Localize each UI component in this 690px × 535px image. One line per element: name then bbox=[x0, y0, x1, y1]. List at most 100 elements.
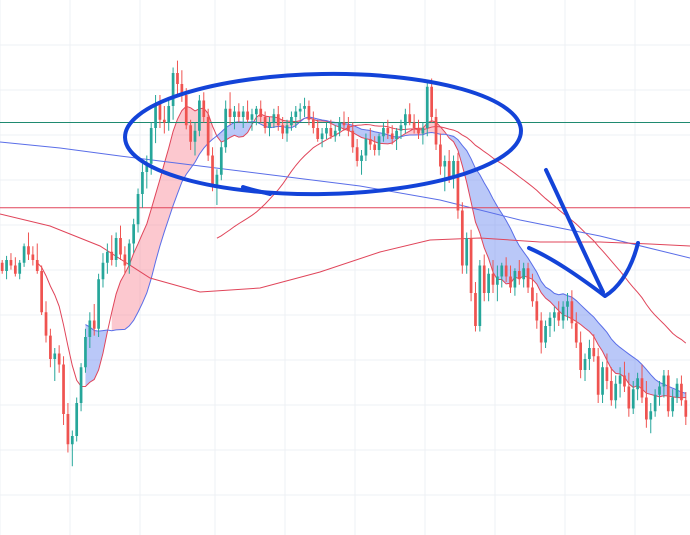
candle-body-125[interactable] bbox=[548, 317, 552, 326]
candle-body-107[interactable] bbox=[469, 238, 473, 293]
candle-body-106[interactable] bbox=[465, 238, 469, 266]
candle-body-49[interactable] bbox=[215, 174, 219, 186]
candle-body-16[interactable] bbox=[70, 436, 74, 445]
candle-body-37[interactable] bbox=[162, 119, 166, 123]
candle-body-55[interactable] bbox=[241, 111, 245, 118]
candle-body-93[interactable] bbox=[408, 114, 412, 123]
candle-body-130[interactable] bbox=[570, 301, 574, 324]
candle-body-96[interactable] bbox=[421, 128, 425, 134]
candle-body-21[interactable] bbox=[92, 320, 96, 329]
candle-body-20[interactable] bbox=[88, 320, 92, 338]
candle-body-104[interactable] bbox=[456, 161, 460, 211]
candle-body-43[interactable] bbox=[189, 125, 192, 142]
candle-body-64[interactable] bbox=[281, 125, 285, 134]
candle-body-12[interactable] bbox=[53, 353, 57, 360]
candle-body-24[interactable] bbox=[106, 251, 109, 263]
candle-body-65[interactable] bbox=[285, 125, 289, 134]
candle-body-62[interactable] bbox=[272, 114, 276, 123]
candle-body-48[interactable] bbox=[211, 155, 214, 186]
candle-body-103[interactable] bbox=[452, 161, 455, 178]
candle-body-1[interactable] bbox=[5, 260, 8, 271]
candle-body-144[interactable] bbox=[631, 389, 635, 409]
candle-body-73[interactable] bbox=[320, 133, 324, 140]
candle-body-95[interactable] bbox=[417, 128, 420, 134]
candle-body-135[interactable] bbox=[592, 348, 596, 357]
candle-body-33[interactable] bbox=[145, 163, 149, 172]
candle-body-138[interactable] bbox=[605, 367, 609, 381]
annotation-arrow-head[interactable] bbox=[527, 241, 640, 298]
candle-body-151[interactable] bbox=[662, 375, 666, 387]
candle-body-22[interactable] bbox=[97, 279, 100, 329]
candle-body-61[interactable] bbox=[268, 122, 271, 129]
candle-body-128[interactable] bbox=[561, 306, 565, 321]
candle-body-102[interactable] bbox=[447, 161, 451, 178]
candle-body-19[interactable] bbox=[84, 337, 87, 368]
candle-body-30[interactable] bbox=[132, 224, 136, 244]
candle-body-8[interactable] bbox=[35, 260, 39, 271]
candle-body-152[interactable] bbox=[666, 375, 670, 412]
candle-body-60[interactable] bbox=[263, 117, 267, 128]
candle-body-83[interactable] bbox=[364, 139, 368, 156]
candle-body-74[interactable] bbox=[325, 128, 328, 134]
candle-body-31[interactable] bbox=[136, 194, 140, 225]
candle-body-70[interactable] bbox=[307, 106, 311, 120]
candle-body-153[interactable] bbox=[671, 397, 675, 412]
candle-body-119[interactable] bbox=[522, 268, 526, 280]
candle-body-23[interactable] bbox=[101, 262, 105, 280]
candle-body-13[interactable] bbox=[57, 353, 61, 365]
candle-body-79[interactable] bbox=[347, 125, 350, 131]
candle-body-109[interactable] bbox=[478, 265, 482, 327]
candle-body-118[interactable] bbox=[517, 271, 521, 280]
candle-body-34[interactable] bbox=[149, 128, 153, 164]
candle-body-46[interactable] bbox=[202, 100, 206, 118]
candle-body-3[interactable] bbox=[13, 265, 17, 274]
candle-body-105[interactable] bbox=[460, 210, 464, 266]
candle-body-54[interactable] bbox=[237, 111, 241, 118]
candle-body-149[interactable] bbox=[653, 394, 657, 412]
candle-body-129[interactable] bbox=[566, 301, 569, 307]
candle-body-4[interactable] bbox=[18, 262, 22, 274]
candle-body-87[interactable] bbox=[382, 128, 385, 137]
candle-body-88[interactable] bbox=[386, 128, 390, 134]
candle-body-35[interactable] bbox=[154, 103, 157, 128]
candle-body-127[interactable] bbox=[557, 312, 561, 321]
candle-body-59[interactable] bbox=[259, 108, 263, 117]
candle-body-142[interactable] bbox=[623, 375, 626, 387]
candle-body-15[interactable] bbox=[66, 414, 70, 445]
candle-body-11[interactable] bbox=[49, 335, 52, 359]
annotation-arrow-stroke[interactable] bbox=[544, 168, 605, 294]
candle-body-42[interactable] bbox=[184, 95, 188, 126]
candle-body-84[interactable] bbox=[368, 139, 372, 145]
candle-body-126[interactable] bbox=[552, 312, 556, 318]
candle-body-147[interactable] bbox=[645, 397, 648, 420]
candle-body-66[interactable] bbox=[290, 117, 293, 126]
candle-body-124[interactable] bbox=[544, 326, 547, 343]
candle-body-123[interactable] bbox=[539, 320, 543, 343]
candle-body-36[interactable] bbox=[158, 103, 162, 120]
candle-body-141[interactable] bbox=[618, 375, 622, 384]
candle-body-156[interactable] bbox=[684, 400, 688, 417]
candle-body-111[interactable] bbox=[487, 273, 490, 293]
candle-body-47[interactable] bbox=[206, 117, 210, 156]
candle-body-137[interactable] bbox=[601, 367, 604, 395]
candle-body-139[interactable] bbox=[609, 381, 613, 401]
candle-body-77[interactable] bbox=[338, 122, 341, 131]
candle-body-27[interactable] bbox=[119, 238, 122, 255]
candle-body-97[interactable] bbox=[425, 86, 429, 128]
candle-body-29[interactable] bbox=[127, 243, 131, 266]
candle-body-136[interactable] bbox=[596, 356, 600, 395]
candle-body-57[interactable] bbox=[250, 114, 254, 120]
candle-body-91[interactable] bbox=[399, 125, 403, 131]
annotation-tick[interactable] bbox=[241, 185, 272, 196]
candle-body-100[interactable] bbox=[439, 144, 442, 167]
candle-body-132[interactable] bbox=[579, 342, 582, 371]
candle-body-51[interactable] bbox=[224, 108, 228, 148]
candle-body-67[interactable] bbox=[294, 111, 298, 118]
annotations[interactable] bbox=[123, 71, 640, 298]
candle-body-92[interactable] bbox=[403, 114, 407, 126]
candle-body-44[interactable] bbox=[193, 130, 197, 142]
candle-body-150[interactable] bbox=[658, 386, 661, 395]
candle-body-0[interactable] bbox=[0, 262, 4, 271]
candle-body-32[interactable] bbox=[141, 172, 144, 194]
candle-body-69[interactable] bbox=[303, 106, 306, 109]
